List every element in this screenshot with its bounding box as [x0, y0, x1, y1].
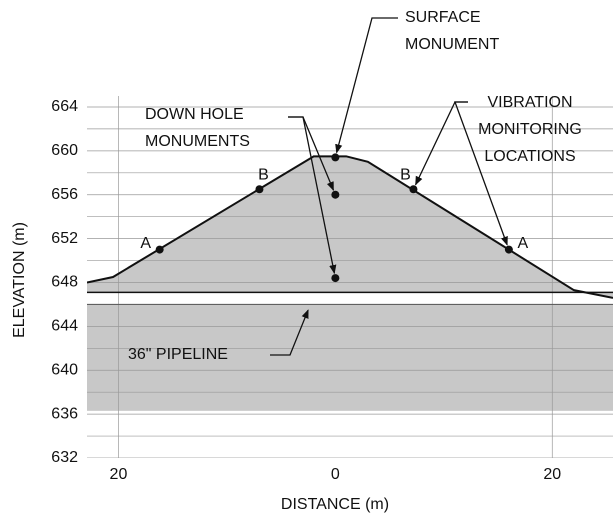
x-tick-label: 0 [331, 466, 340, 483]
y-tick-label: 664 [51, 98, 78, 115]
monument-point [409, 185, 418, 194]
point-label: A [140, 235, 151, 252]
annotation-text: MONUMENTS [145, 133, 250, 150]
leader-line [288, 116, 337, 275]
annotation-text: 36" PIPELINE [128, 346, 228, 363]
y-tick-label: 640 [51, 361, 78, 378]
monument-point [331, 190, 340, 199]
leader-line [270, 309, 309, 356]
annotation-text: DOWN HOLE [145, 106, 244, 123]
plot-area [87, 96, 613, 458]
monument-point [255, 185, 264, 194]
y-tick-label: 632 [51, 449, 78, 466]
foundation-layer [87, 304, 613, 411]
annotation-text: LOCATIONS [484, 148, 575, 165]
point-label: A [518, 235, 529, 252]
annotation-text: MONUMENT [405, 36, 499, 53]
point-label: B [258, 166, 269, 183]
x-tick-label: 20 [110, 466, 128, 483]
annotation-text: VIBRATION [487, 94, 572, 111]
y-axis-label: ELEVATION (m) [11, 222, 28, 338]
y-tick-label: 656 [51, 186, 78, 203]
monument-point [331, 274, 340, 283]
leader-line [335, 17, 398, 154]
point-label: B [400, 166, 411, 183]
annotation-text: SURFACE [405, 9, 481, 26]
leader-line [454, 101, 508, 246]
x-axis-label: DISTANCE (m) [281, 496, 389, 513]
monument-point [331, 153, 340, 162]
y-tick-label: 660 [51, 142, 78, 159]
y-tick-label: 652 [51, 230, 78, 247]
x-tick-label: 20 [543, 466, 561, 483]
y-tick-label: 644 [51, 318, 78, 335]
monument-point [155, 245, 164, 254]
embankment-fill [87, 156, 613, 298]
y-tick-label: 648 [51, 274, 78, 291]
annotation-text: MONITORING [478, 121, 582, 138]
y-tick-label: 636 [51, 405, 78, 422]
monument-point [504, 245, 513, 254]
surface-profile [87, 155, 613, 299]
